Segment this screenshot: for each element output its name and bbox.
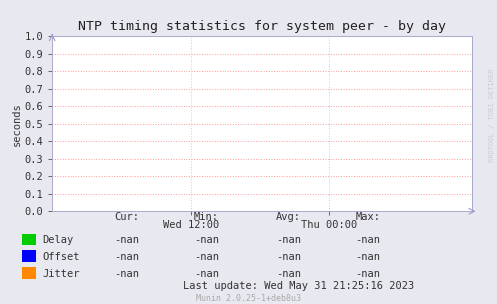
Text: Cur:: Cur: — [114, 212, 139, 223]
Text: -nan: -nan — [194, 252, 219, 262]
Text: Delay: Delay — [42, 235, 74, 245]
Text: Munin 2.0.25-1+deb8u3: Munin 2.0.25-1+deb8u3 — [196, 294, 301, 303]
Text: -nan: -nan — [276, 269, 301, 278]
Text: Avg:: Avg: — [276, 212, 301, 223]
Text: -nan: -nan — [355, 252, 380, 262]
Text: -nan: -nan — [114, 235, 139, 245]
Text: -nan: -nan — [114, 252, 139, 262]
Text: -nan: -nan — [355, 269, 380, 278]
Title: NTP timing statistics for system peer - by day: NTP timing statistics for system peer - … — [78, 19, 446, 33]
Text: -nan: -nan — [194, 235, 219, 245]
Text: -nan: -nan — [194, 269, 219, 278]
Text: -nan: -nan — [276, 252, 301, 262]
Text: Jitter: Jitter — [42, 269, 80, 278]
Text: Max:: Max: — [355, 212, 380, 223]
Text: Offset: Offset — [42, 252, 80, 262]
Text: Min:: Min: — [194, 212, 219, 223]
Text: Last update: Wed May 31 21:25:16 2023: Last update: Wed May 31 21:25:16 2023 — [182, 282, 414, 292]
Text: RRDTOOL / TOBI OETIKER: RRDTOOL / TOBI OETIKER — [489, 69, 495, 162]
Text: -nan: -nan — [114, 269, 139, 278]
Text: -nan: -nan — [276, 235, 301, 245]
Y-axis label: seconds: seconds — [11, 102, 22, 146]
Text: -nan: -nan — [355, 235, 380, 245]
